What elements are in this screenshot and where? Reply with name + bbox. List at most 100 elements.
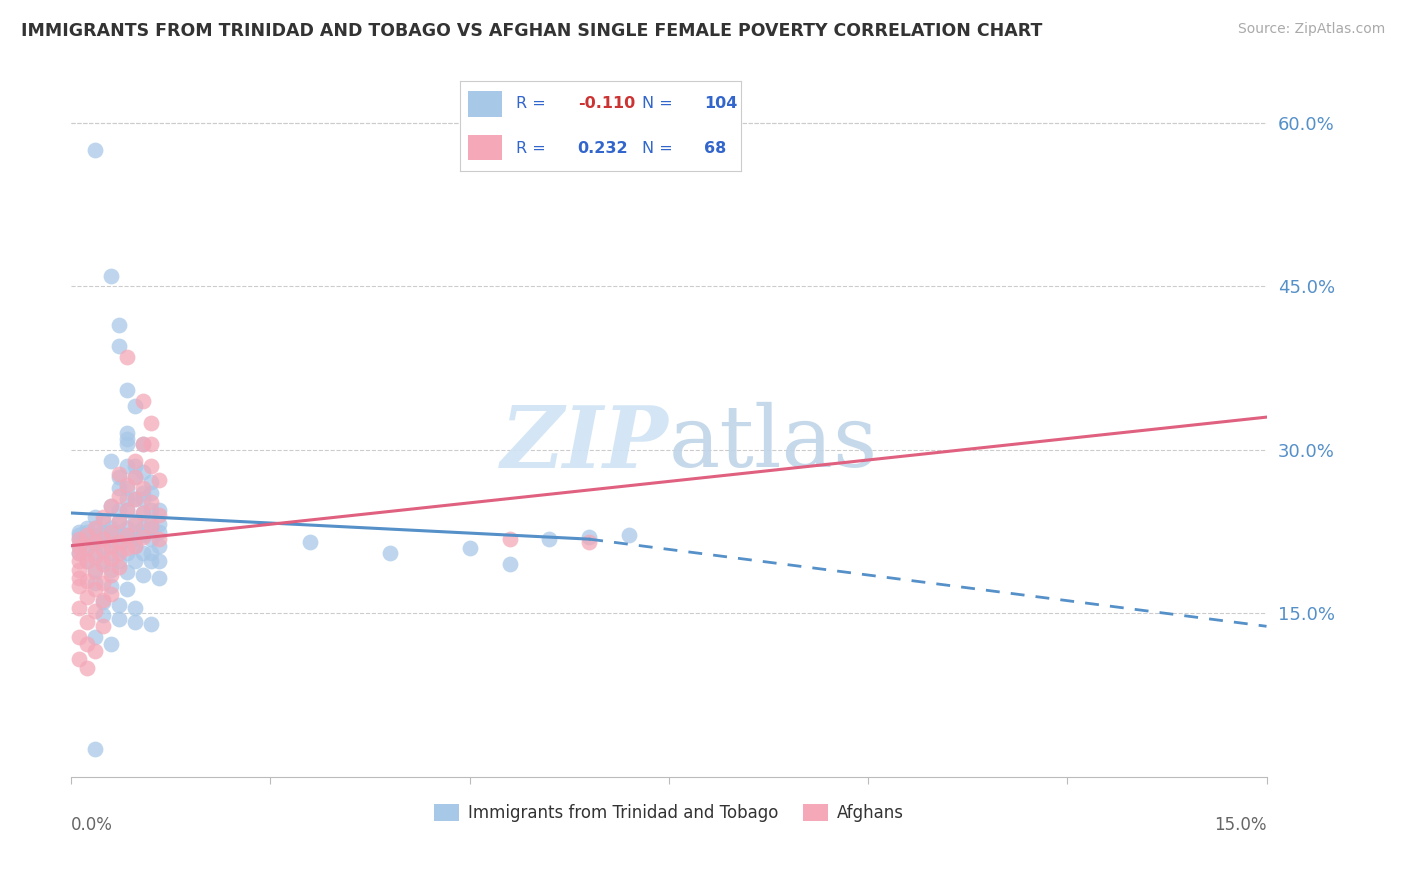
Point [578, 530, 600, 544]
Point [76, 661, 98, 675]
Point [108, 535, 131, 549]
Point [115, 432, 138, 446]
Point [91, 575, 114, 590]
Point [124, 399, 146, 413]
Point [84, 563, 107, 577]
Point [100, 586, 122, 600]
Point [115, 426, 138, 441]
Point [67, 546, 90, 560]
Point [115, 565, 138, 579]
Point [148, 502, 170, 516]
Point [108, 514, 131, 528]
Point [115, 383, 138, 397]
Point [132, 506, 155, 520]
Point [84, 521, 107, 535]
Point [67, 571, 90, 585]
Point [299, 535, 322, 549]
Point [132, 568, 155, 582]
Point [617, 528, 640, 542]
Point [100, 551, 122, 566]
Point [91, 608, 114, 623]
Point [124, 539, 146, 553]
Point [132, 393, 155, 408]
Point [148, 473, 170, 487]
Point [91, 524, 114, 539]
Point [108, 539, 131, 553]
Point [100, 563, 122, 577]
Point [84, 528, 107, 542]
Point [91, 532, 114, 546]
Text: 15.0%: 15.0% [1213, 815, 1267, 833]
Point [91, 554, 114, 568]
Point [67, 539, 90, 553]
Point [132, 506, 155, 520]
Point [115, 481, 138, 495]
Point [378, 546, 401, 560]
Point [124, 514, 146, 528]
Point [100, 539, 122, 553]
Point [115, 350, 138, 364]
Point [148, 539, 170, 553]
Point [132, 486, 155, 500]
Point [76, 528, 98, 542]
Point [91, 558, 114, 572]
Point [115, 459, 138, 474]
Point [139, 519, 162, 533]
Point [139, 416, 162, 430]
Point [124, 453, 146, 467]
Point [108, 546, 131, 560]
Point [84, 510, 107, 524]
Point [100, 500, 122, 514]
Point [76, 615, 98, 629]
Legend: Immigrants from Trinidad and Tobago, Afghans: Immigrants from Trinidad and Tobago, Afg… [427, 797, 910, 829]
Point [76, 554, 98, 568]
Point [132, 530, 155, 544]
Point [115, 528, 138, 542]
Point [108, 502, 131, 516]
Point [100, 546, 122, 560]
Point [100, 500, 122, 514]
Point [67, 579, 90, 593]
Point [139, 617, 162, 632]
Point [91, 543, 114, 558]
Point [76, 541, 98, 555]
Point [100, 453, 122, 467]
Point [84, 546, 107, 560]
Point [124, 459, 146, 474]
Point [139, 437, 162, 451]
Point [100, 532, 122, 546]
Point [67, 532, 90, 546]
Point [84, 742, 107, 756]
Point [84, 582, 107, 597]
Point [139, 521, 162, 535]
Point [108, 470, 131, 484]
Point [76, 524, 98, 539]
Point [148, 508, 170, 523]
Point [139, 532, 162, 546]
Point [76, 590, 98, 604]
Point [91, 510, 114, 524]
Point [132, 524, 155, 539]
Point [76, 554, 98, 568]
Point [124, 554, 146, 568]
Point [84, 565, 107, 579]
Point [124, 470, 146, 484]
Point [100, 524, 122, 539]
Point [108, 560, 131, 574]
Point [139, 495, 162, 509]
Point [148, 516, 170, 531]
Point [148, 532, 170, 546]
Point [139, 546, 162, 560]
Point [115, 532, 138, 546]
Point [67, 524, 90, 539]
Text: atlas: atlas [669, 402, 877, 485]
Text: ZIP: ZIP [501, 402, 669, 485]
Point [498, 532, 520, 546]
Point [132, 491, 155, 506]
Point [84, 575, 107, 590]
Point [91, 514, 114, 528]
Point [578, 535, 600, 549]
Point [132, 546, 155, 560]
Point [67, 630, 90, 644]
Point [124, 615, 146, 629]
